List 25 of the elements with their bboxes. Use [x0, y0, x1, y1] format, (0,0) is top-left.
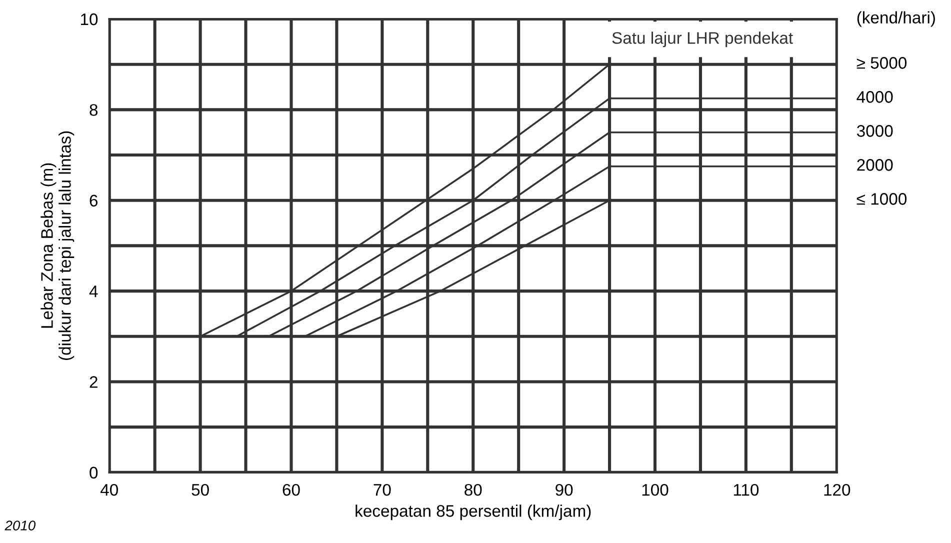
y-tick-label: 2	[90, 376, 98, 388]
y-tick-label: 0	[90, 466, 98, 479]
x-tick-label: 50	[192, 484, 209, 496]
text: 2010	[4, 520, 36, 530]
legend-title: (kend/hari)	[857, 11, 935, 27]
x-tick-label: 110	[734, 484, 759, 496]
x-tick-label: 100	[642, 484, 668, 496]
series-label: ≤ 1000	[856, 193, 907, 205]
y-tick-label: 6	[90, 194, 98, 207]
x-axis-title: kecepatan 85 persentil (km/jam)	[356, 504, 591, 520]
y-tick-label: 4	[89, 286, 98, 298]
x-tick-label: 90	[556, 484, 573, 496]
x-tick-label: 60	[282, 484, 300, 496]
series-label: 2000	[857, 159, 893, 171]
x-tick-label: 70	[374, 484, 391, 496]
x-tick-label: 40	[100, 484, 118, 496]
series-label: ≥ 5000	[856, 57, 907, 69]
series-label: 4000	[856, 91, 893, 103]
annotation: Satu lajur LHR pendekat	[612, 32, 793, 48]
y-axis-title: Lebar Zona Bebas (m) (diukur dari tepi jalur lalu lintas)	[40, 131, 74, 360]
y-tick-label: 10	[80, 13, 98, 26]
x-tick-label: 120	[824, 484, 850, 496]
y-tick-label: 8	[90, 104, 98, 116]
x-tick-label: 80	[464, 484, 482, 496]
series-label: 3000	[856, 125, 893, 137]
